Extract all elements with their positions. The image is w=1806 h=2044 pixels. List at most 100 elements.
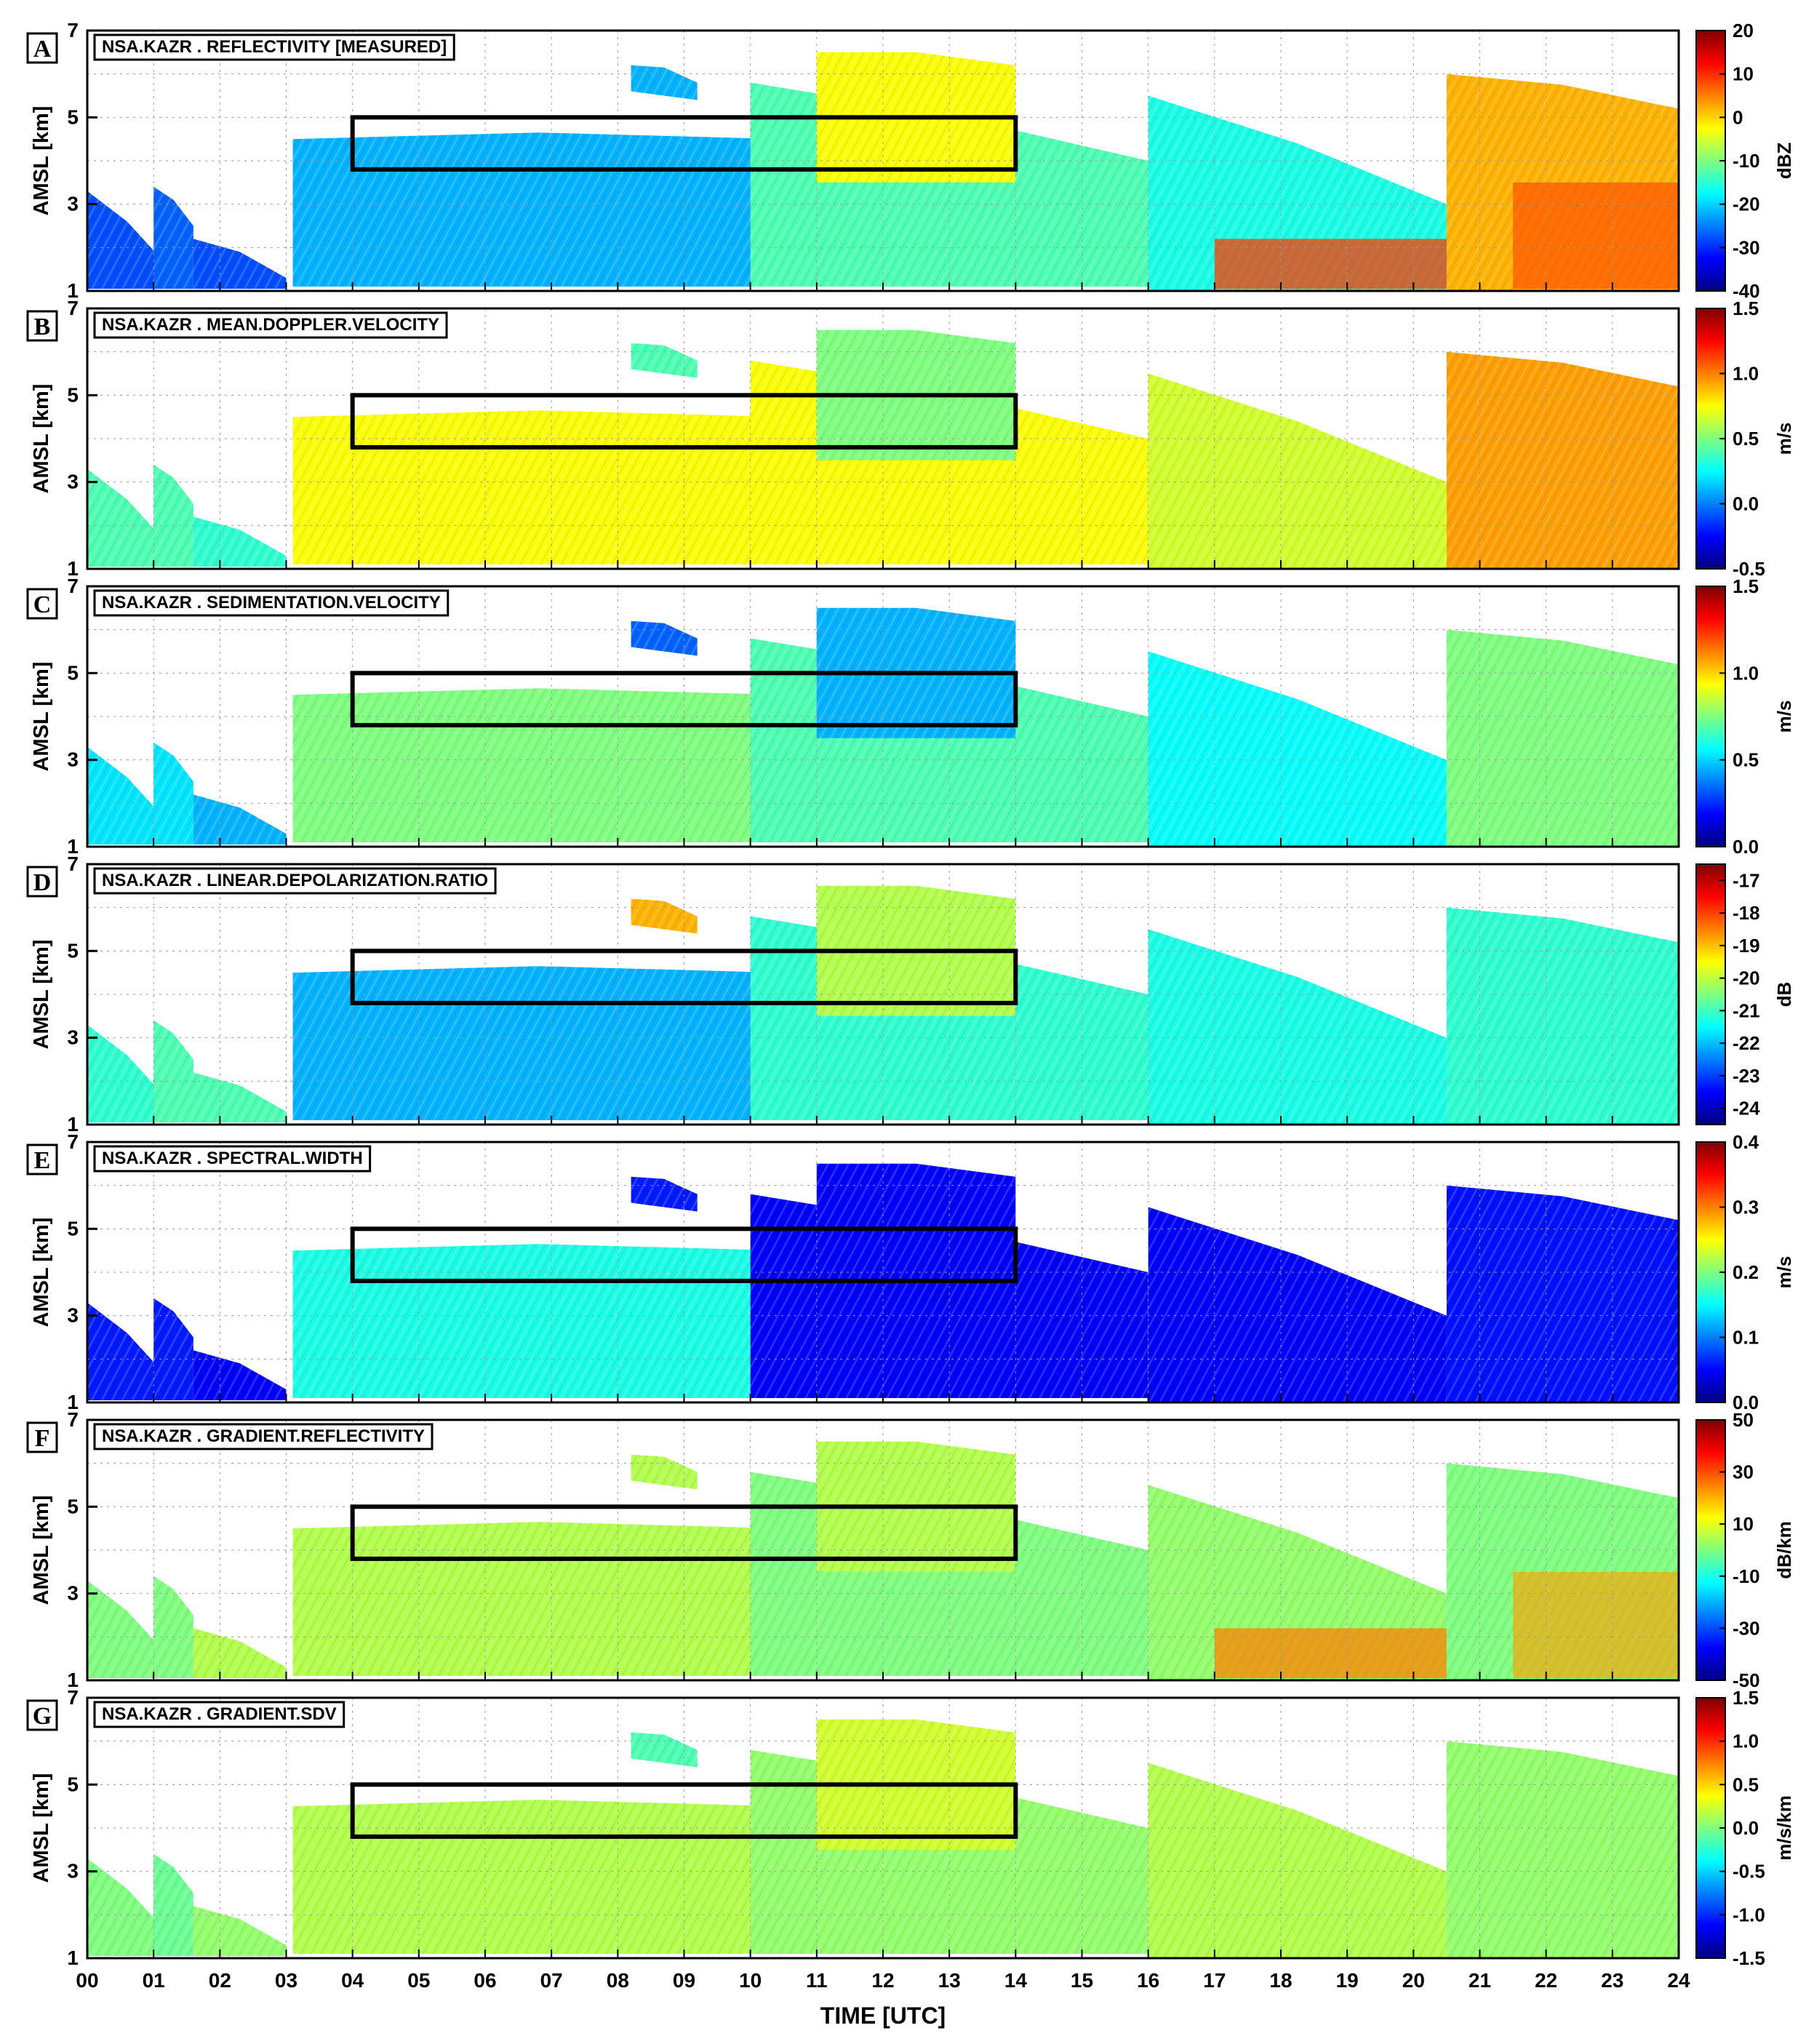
cloud-texture <box>193 516 287 567</box>
cloud-texture <box>1148 1207 1447 1402</box>
y-tick-label: 1 <box>67 557 79 580</box>
colorbar-tick-label: 1.5 <box>1733 1687 1759 1709</box>
y-tick-label: 5 <box>67 939 79 962</box>
panel-title: NSA.KAZR . GRADIENT.REFLECTIVITY <box>93 1423 433 1450</box>
colorbar-tick-label: 0.1 <box>1733 1327 1759 1349</box>
cloud-texture <box>153 1853 193 1956</box>
colorbar-tick-label: 0.0 <box>1733 1392 1759 1413</box>
y-tick-label: 7 <box>67 575 79 597</box>
y-tick-label: 3 <box>67 1582 79 1605</box>
panel-title-box <box>93 1701 345 1728</box>
panel-title-box <box>93 33 455 61</box>
panel-letter-box <box>26 1143 58 1175</box>
x-tick-label: 17 <box>1203 1969 1226 1992</box>
cloud-texture <box>1148 651 1447 847</box>
cloud-texture <box>193 1628 287 1678</box>
colorbar-tick-label: -20 <box>1733 193 1760 215</box>
y-tick-label: 7 <box>67 853 79 875</box>
colorbar-tick-label: -19 <box>1733 935 1760 957</box>
colorbar-tick-label: -30 <box>1733 1617 1760 1639</box>
x-tick-label: 00 <box>76 1969 98 1992</box>
colorbar-unit-label: dB <box>1773 982 1795 1007</box>
panel-letter: C <box>33 591 52 618</box>
highlight-box <box>350 1226 1018 1283</box>
x-tick-label: 16 <box>1137 1969 1159 1992</box>
colorbar-tick-label: -20 <box>1733 967 1760 989</box>
y-tick-label: 7 <box>67 297 79 319</box>
cloud-texture <box>153 1020 193 1122</box>
cloud-texture <box>1148 373 1447 569</box>
colorbar-unit-label: m/s/km <box>1773 1795 1795 1861</box>
x-axis-label: TIME [UTC] <box>820 2003 946 2029</box>
colorbar-tick-label: 30 <box>1733 1461 1754 1483</box>
y-tick-label: 3 <box>67 748 79 771</box>
colorbar-tick-label: -24 <box>1733 1098 1760 1119</box>
cloud-texture <box>1446 351 1679 569</box>
colorbar <box>1695 863 1726 1125</box>
y-tick-label: 5 <box>67 383 79 406</box>
colorbar-tick-label: 0.4 <box>1733 1131 1759 1153</box>
x-tick-label: 15 <box>1071 1969 1093 1992</box>
y-tick-label: 3 <box>67 471 79 493</box>
colorbar-tick-label: 0.5 <box>1733 428 1759 450</box>
x-tick-label: 02 <box>209 1969 231 1992</box>
panel-title-box <box>93 867 497 895</box>
cloud-texture <box>87 746 167 845</box>
cloud-texture <box>631 1732 698 1768</box>
cloud-texture <box>87 1858 167 1956</box>
x-tick-label: 22 <box>1535 1969 1557 1992</box>
colorbar-tick-label: -0.5 <box>1733 558 1765 580</box>
panel-title: NSA.KAZR . REFLECTIVITY [MEASURED] <box>93 33 455 61</box>
highlight-box <box>350 1782 1018 1839</box>
cloud-texture <box>153 186 193 289</box>
cloud-texture <box>631 1454 698 1490</box>
y-axis-label: AMSL [km] <box>30 940 53 1050</box>
panel-letter: B <box>34 314 51 340</box>
panel-letter: F <box>35 1425 50 1452</box>
colorbar <box>1695 1419 1726 1681</box>
colorbar-tick-label: -40 <box>1733 280 1760 302</box>
colorbar-tick-label: 20 <box>1733 20 1754 41</box>
cloud-texture <box>153 1576 193 1678</box>
cloud-texture <box>292 966 784 1120</box>
panel-title-text: NSA.KAZR . SPECTRAL.WIDTH <box>102 1149 363 1168</box>
panel-letter-box <box>26 1699 58 1731</box>
cloud-texture <box>87 1580 167 1678</box>
y-tick-label: 5 <box>67 1773 79 1795</box>
x-tick-label: 04 <box>341 1969 364 1992</box>
y-tick-label: 1 <box>67 279 79 302</box>
panel-title-text: NSA.KAZR . MEAN.DOPPLER.VELOCITY <box>102 315 439 335</box>
y-tick-label: 7 <box>67 1686 79 1709</box>
cloud-texture <box>292 1800 784 1954</box>
panel-title: NSA.KAZR . SPECTRAL.WIDTH <box>93 1145 372 1173</box>
x-tick-label: 09 <box>673 1969 695 1992</box>
colorbar-tick-label: -18 <box>1733 902 1760 924</box>
cloud-texture <box>87 1302 167 1400</box>
colorbar-unit-label: m/s <box>1773 1256 1795 1289</box>
x-tick-label: 18 <box>1269 1969 1292 1992</box>
colorbar-tick-label: -0.5 <box>1733 1861 1765 1883</box>
y-tick-label: 5 <box>67 661 79 684</box>
highlight-box <box>350 671 1018 727</box>
cloud-texture <box>1446 1741 1679 1958</box>
panel-letter-box <box>26 588 58 620</box>
colorbar-tick-label: -10 <box>1733 1565 1760 1587</box>
panel-letter-box <box>26 866 58 898</box>
x-tick-label: 12 <box>871 1969 894 1992</box>
colorbar-tick-label: -23 <box>1733 1065 1760 1087</box>
panel-letter: D <box>33 869 52 896</box>
y-tick-label: 7 <box>67 19 79 41</box>
cloud-texture <box>292 410 784 564</box>
y-tick-label: 1 <box>67 835 79 858</box>
colorbar-tick-label: -22 <box>1733 1032 1760 1054</box>
highlight-box <box>350 393 1018 450</box>
x-tick-label: 05 <box>407 1969 430 1992</box>
y-tick-label: 5 <box>67 1217 79 1239</box>
x-tick-label: 08 <box>607 1969 629 1992</box>
surface-band <box>1513 1571 1679 1679</box>
colorbar-tick-label: 0 <box>1733 106 1743 128</box>
x-tick-label: 10 <box>739 1969 762 1992</box>
surface-band <box>1513 182 1679 290</box>
colorbar-tick-label: 0.0 <box>1733 493 1759 515</box>
